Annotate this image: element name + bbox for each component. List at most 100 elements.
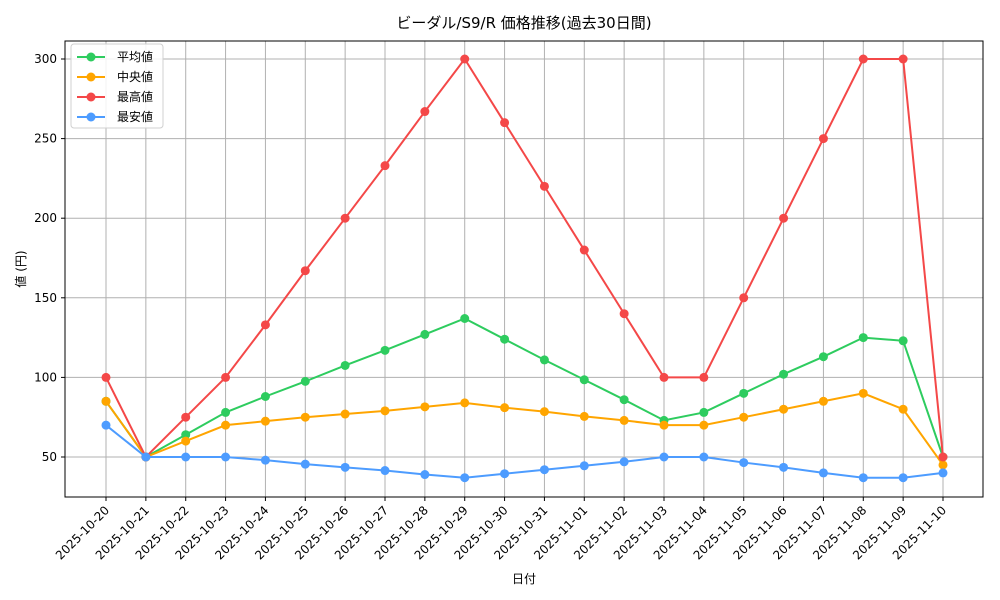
data-point (340, 462, 350, 472)
data-point (300, 266, 310, 276)
data-point (141, 452, 151, 462)
data-point (340, 409, 350, 419)
data-point (779, 369, 789, 379)
data-point (818, 468, 828, 478)
data-point (380, 406, 390, 416)
data-point (699, 452, 709, 462)
data-point (260, 320, 270, 330)
data-point (659, 420, 669, 430)
data-point (420, 107, 430, 117)
data-point (221, 372, 231, 382)
data-point (779, 404, 789, 414)
data-point (500, 469, 510, 479)
data-point (619, 309, 629, 319)
data-point (898, 54, 908, 64)
data-point (898, 404, 908, 414)
data-point (221, 420, 231, 430)
data-point (858, 54, 868, 64)
data-point (579, 245, 589, 255)
data-point (858, 333, 868, 343)
data-point (181, 436, 191, 446)
grid-lines (65, 41, 983, 497)
y-tick-label: 150 (34, 291, 57, 305)
data-point (101, 420, 111, 430)
data-point (619, 395, 629, 405)
y-tick-label: 300 (34, 52, 57, 66)
legend-label: 中央値 (117, 69, 153, 84)
data-point (539, 407, 549, 417)
data-point (898, 473, 908, 483)
x-axis-label: 日付 (512, 572, 536, 586)
data-point (420, 470, 430, 480)
y-axis-ticks: 50 100 150 200 250 300 (34, 52, 65, 464)
data-point (101, 396, 111, 406)
data-point (420, 402, 430, 412)
data-point (300, 459, 310, 469)
data-point (579, 411, 589, 421)
x-axis-ticks: 2025-10-202025-10-212025-10-222025-10-23… (53, 497, 949, 562)
data-point (500, 334, 510, 344)
data-point (619, 457, 629, 467)
y-tick-label: 200 (34, 211, 57, 225)
data-point (739, 458, 749, 468)
y-axis-label: 値 (円) (13, 250, 28, 287)
data-point (579, 375, 589, 385)
legend-item: 最安値 (77, 109, 153, 124)
data-point (739, 388, 749, 398)
data-point (818, 134, 828, 144)
data-point (659, 452, 669, 462)
data-point (938, 452, 948, 462)
data-point (380, 161, 390, 171)
data-point (380, 345, 390, 355)
y-tick-label: 100 (34, 370, 57, 384)
data-point (181, 430, 191, 440)
legend-item: 平均値 (77, 49, 153, 64)
data-point (779, 213, 789, 223)
data-point (181, 412, 191, 422)
data-point (380, 466, 390, 476)
y-tick-label: 50 (42, 450, 57, 464)
data-point (221, 452, 231, 462)
data-point (500, 118, 510, 128)
data-point (779, 462, 789, 472)
data-point (181, 452, 191, 462)
data-point (539, 181, 549, 191)
series-最安値 (101, 420, 948, 483)
data-point (938, 460, 948, 470)
data-point (818, 352, 828, 362)
chart-title: ビーダル/S9/R 価格推移(過去30日間) (396, 14, 651, 32)
data-point (221, 407, 231, 417)
data-point (260, 416, 270, 426)
data-point (300, 412, 310, 422)
data-point (579, 461, 589, 471)
data-point (699, 420, 709, 430)
data-point (460, 54, 470, 64)
data-point (619, 415, 629, 425)
data-point (460, 313, 470, 323)
data-point (818, 396, 828, 406)
data-point (420, 329, 430, 339)
data-point (938, 468, 948, 478)
data-point (101, 372, 111, 382)
series-lines (101, 54, 948, 483)
legend-item: 最高値 (77, 89, 153, 104)
legend-label: 最安値 (117, 109, 153, 124)
series-平均値 (101, 313, 948, 462)
data-point (739, 412, 749, 422)
series-中央値 (101, 388, 948, 470)
data-point (898, 336, 908, 346)
data-point (539, 355, 549, 365)
data-point (300, 376, 310, 386)
data-point (340, 213, 350, 223)
data-point (500, 403, 510, 413)
data-point (260, 392, 270, 402)
data-point (460, 398, 470, 408)
data-point (340, 360, 350, 370)
data-point (539, 465, 549, 475)
data-point (858, 388, 868, 398)
data-point (858, 473, 868, 483)
data-point (699, 372, 709, 382)
y-tick-label: 250 (34, 132, 57, 146)
